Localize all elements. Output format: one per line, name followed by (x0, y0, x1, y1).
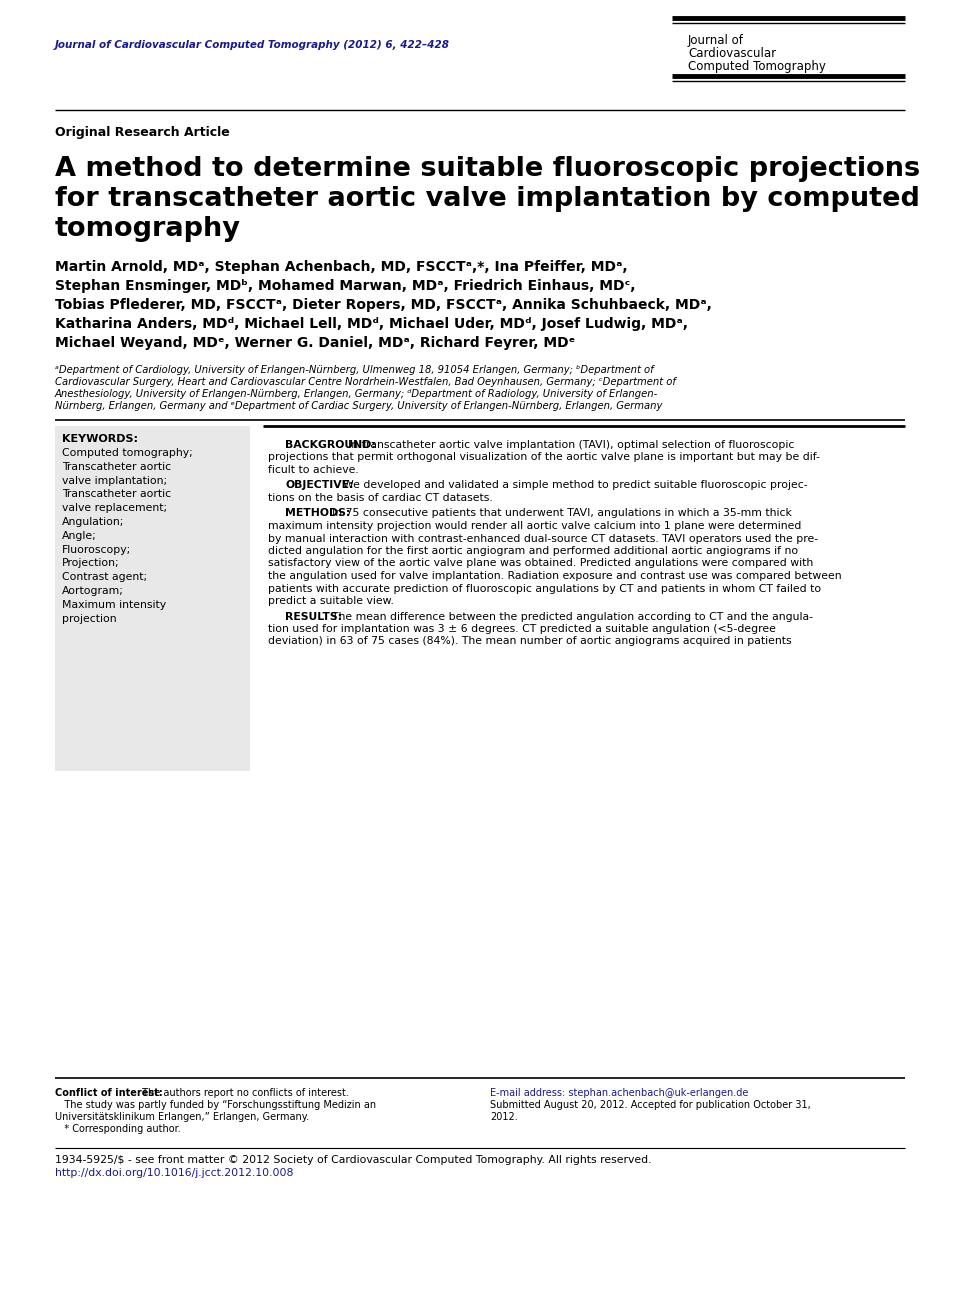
Text: Universitätsklinikum Erlangen,” Erlangen, Germany.: Universitätsklinikum Erlangen,” Erlangen… (55, 1112, 309, 1122)
Text: Original Research Article: Original Research Article (55, 126, 229, 139)
Text: In transcatheter aortic valve implantation (TAVI), optimal selection of fluorosc: In transcatheter aortic valve implantati… (341, 440, 794, 450)
Text: the angulation used for valve implantation. Radiation exposure and contrast use : the angulation used for valve implantati… (268, 571, 842, 580)
Text: RESULTS:: RESULTS: (285, 611, 342, 622)
Text: E-mail address: stephan.achenbach@uk-erlangen.de: E-mail address: stephan.achenbach@uk-erl… (490, 1087, 749, 1098)
Text: for transcatheter aortic valve implantation by computed: for transcatheter aortic valve implantat… (55, 186, 920, 212)
Text: Nürnberg, Erlangen, Germany and ᵉDepartment of Cardiac Surgery, University of Er: Nürnberg, Erlangen, Germany and ᵉDepartm… (55, 401, 662, 412)
Text: Conflict of interest:: Conflict of interest: (55, 1087, 163, 1098)
Text: valve replacement;: valve replacement; (62, 503, 167, 513)
Text: http://dx.doi.org/10.1016/j.jcct.2012.10.008: http://dx.doi.org/10.1016/j.jcct.2012.10… (55, 1167, 294, 1178)
Text: predict a suitable view.: predict a suitable view. (268, 596, 394, 606)
Text: projection: projection (62, 614, 116, 623)
Text: by manual interaction with contrast-enhanced dual-source CT datasets. TAVI opera: by manual interaction with contrast-enha… (268, 534, 818, 543)
Text: METHODS:: METHODS: (285, 508, 350, 519)
Text: Journal of Cardiovascular Computed Tomography (2012) 6, 422–428: Journal of Cardiovascular Computed Tomog… (55, 40, 450, 50)
Text: We developed and validated a simple method to predict suitable fluoroscopic proj: We developed and validated a simple meth… (335, 480, 807, 490)
Text: Cardiovascular Surgery, Heart and Cardiovascular Centre Nordrhein-Westfalen, Bad: Cardiovascular Surgery, Heart and Cardio… (55, 377, 676, 387)
Text: satisfactory view of the aortic valve plane was obtained. Predicted angulations : satisfactory view of the aortic valve pl… (268, 559, 813, 569)
Text: Martin Arnold, MDᵃ, Stephan Achenbach, MD, FSCCTᵃ,*, Ina Pfeiffer, MDᵃ,: Martin Arnold, MDᵃ, Stephan Achenbach, M… (55, 261, 628, 273)
Text: Katharina Anders, MDᵈ, Michael Lell, MDᵈ, Michael Uder, MDᵈ, Josef Ludwig, MDᵃ,: Katharina Anders, MDᵈ, Michael Lell, MDᵈ… (55, 317, 688, 332)
Bar (55, 426, 250, 771)
Text: Stephan Ensminger, MDᵇ, Mohamed Marwan, MDᵃ, Friedrich Einhaus, MDᶜ,: Stephan Ensminger, MDᵇ, Mohamed Marwan, … (55, 279, 636, 293)
Text: KEYWORDS:: KEYWORDS: (62, 433, 138, 444)
Text: Angle;: Angle; (62, 530, 97, 541)
Text: Transcatheter aortic: Transcatheter aortic (62, 489, 171, 499)
Text: dicted angulation for the first aortic angiogram and performed additional aortic: dicted angulation for the first aortic a… (268, 546, 798, 556)
Text: Projection;: Projection; (62, 559, 120, 569)
Text: A method to determine suitable fluoroscopic projections: A method to determine suitable fluorosco… (55, 156, 920, 182)
Text: tion used for implantation was 3 ± 6 degrees. CT predicted a suitable angulation: tion used for implantation was 3 ± 6 deg… (268, 624, 776, 633)
Text: * Corresponding author.: * Corresponding author. (55, 1124, 180, 1134)
Text: maximum intensity projection would render all aortic valve calcium into 1 plane : maximum intensity projection would rende… (268, 521, 802, 531)
Text: Computed Tomography: Computed Tomography (688, 61, 826, 74)
Text: The study was partly funded by “Forschungsstiftung Medizin an: The study was partly funded by “Forschun… (55, 1100, 376, 1109)
Text: Angulation;: Angulation; (62, 517, 125, 528)
Text: tions on the basis of cardiac CT datasets.: tions on the basis of cardiac CT dataset… (268, 493, 492, 503)
Text: Transcatheter aortic: Transcatheter aortic (62, 462, 171, 472)
Text: ᵃDepartment of Cardiology, University of Erlangen-Nürnberg, Ulmenweg 18, 91054 E: ᵃDepartment of Cardiology, University of… (55, 365, 654, 375)
Text: Journal of: Journal of (688, 34, 744, 46)
Text: Michael Weyand, MDᵉ, Werner G. Daniel, MDᵃ, Richard Feyrer, MDᵉ: Michael Weyand, MDᵉ, Werner G. Daniel, M… (55, 335, 575, 350)
Text: deviation) in 63 of 75 cases (84%). The mean number of aortic angiograms acquire: deviation) in 63 of 75 cases (84%). The … (268, 636, 792, 646)
Text: Computed tomography;: Computed tomography; (62, 448, 193, 458)
Text: tomography: tomography (55, 215, 241, 243)
Text: Tobias Pflederer, MD, FSCCTᵃ, Dieter Ropers, MD, FSCCTᵃ, Annika Schuhbaeck, MDᵃ,: Tobias Pflederer, MD, FSCCTᵃ, Dieter Rop… (55, 298, 712, 312)
Text: Contrast agent;: Contrast agent; (62, 573, 147, 582)
Text: valve implantation;: valve implantation; (62, 476, 167, 485)
Text: ficult to achieve.: ficult to achieve. (268, 464, 359, 475)
Text: OBJECTIVE:: OBJECTIVE: (285, 480, 353, 490)
Text: In 75 consecutive patients that underwent TAVI, angulations in which a 35-mm thi: In 75 consecutive patients that underwen… (325, 508, 792, 519)
Text: Cardiovascular: Cardiovascular (688, 46, 776, 61)
Text: Maximum intensity: Maximum intensity (62, 600, 166, 610)
Text: 2012.: 2012. (490, 1112, 517, 1122)
Text: projections that permit orthogonal visualization of the aortic valve plane is im: projections that permit orthogonal visua… (268, 453, 820, 463)
Text: The mean difference between the predicted angulation according to CT and the ang: The mean difference between the predicte… (325, 611, 813, 622)
Text: Submitted August 20, 2012. Accepted for publication October 31,: Submitted August 20, 2012. Accepted for … (490, 1100, 811, 1109)
Text: BACKGROUND:: BACKGROUND: (285, 440, 376, 450)
Text: Aortogram;: Aortogram; (62, 586, 124, 596)
Text: patients with accurate prediction of fluoroscopic angulations by CT and patients: patients with accurate prediction of flu… (268, 583, 821, 593)
Text: 1934-5925/$ - see front matter © 2012 Society of Cardiovascular Computed Tomogra: 1934-5925/$ - see front matter © 2012 So… (55, 1155, 652, 1165)
Text: Fluoroscopy;: Fluoroscopy; (62, 544, 132, 555)
Text: The authors report no conflicts of interest.: The authors report no conflicts of inter… (139, 1087, 348, 1098)
Text: Anesthesiology, University of Erlangen-Nürnberg, Erlangen, Germany; ᵈDepartment : Anesthesiology, University of Erlangen-N… (55, 390, 659, 399)
